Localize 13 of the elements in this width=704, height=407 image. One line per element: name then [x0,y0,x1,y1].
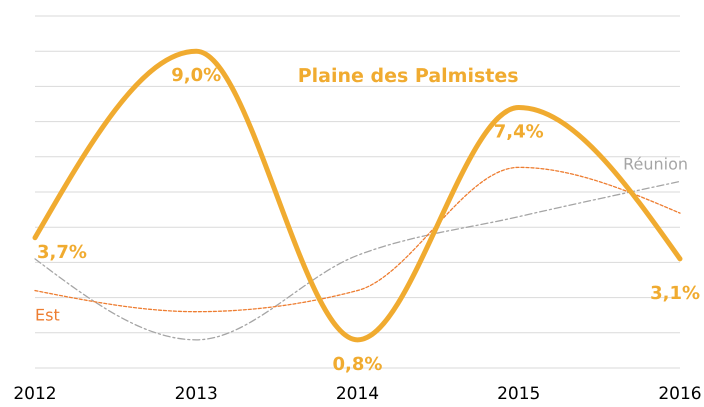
data-label: 7,4% [494,122,544,143]
x-tick-label: 2014 [336,384,380,404]
data-label: 3,1% [650,282,700,304]
data-label: 3,7% [37,242,87,263]
x-tick-label: 2016 [658,384,702,404]
data-label: 0,8% [332,354,382,375]
series-label: Plaine des Palmistes [298,65,519,87]
series-label: Est [35,306,60,325]
series-label: Réunion [623,154,688,174]
data-label: 9,0% [171,65,222,86]
x-tick-label: 2012 [13,384,57,404]
x-tick-label: 2013 [174,384,218,404]
x-tick-label: 2015 [497,384,540,404]
